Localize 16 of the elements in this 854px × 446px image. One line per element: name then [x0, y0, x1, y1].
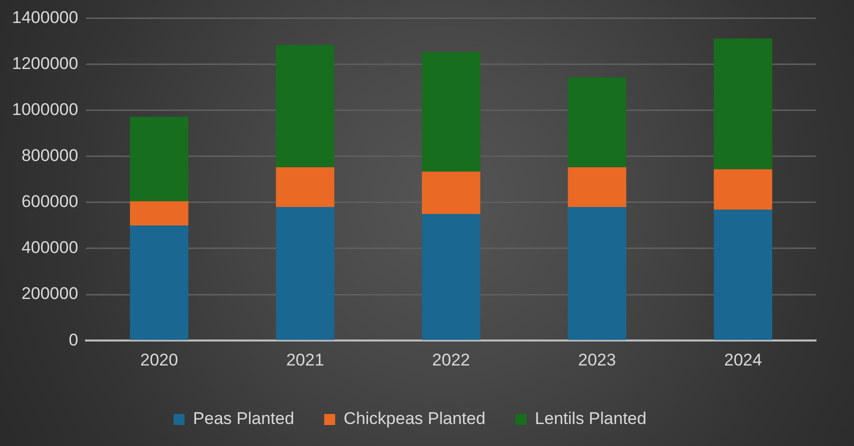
legend-label: Lentils Planted	[534, 409, 646, 428]
legend-label: Chickpeas Planted	[344, 409, 486, 428]
x-tick-label: 2023	[578, 350, 616, 370]
x-tick-label: 2020	[140, 350, 178, 370]
y-tick-label: 1000000	[12, 100, 78, 119]
x-tick-label: 2024	[724, 350, 762, 370]
y-tick-label: 400000	[21, 238, 78, 258]
y-tick-label: 200000	[21, 284, 78, 304]
y-tick-label: 600000	[21, 192, 78, 212]
y-tick-label: 1400000	[12, 8, 78, 27]
legend-label: Peas Planted	[193, 409, 294, 428]
y-tick-label: 0	[68, 330, 78, 350]
x-tick-label: 2021	[286, 350, 324, 370]
y-tick-label: 800000	[21, 146, 78, 166]
y-tick-label: 1200000	[12, 54, 78, 73]
x-tick-label: 2022	[432, 350, 470, 370]
